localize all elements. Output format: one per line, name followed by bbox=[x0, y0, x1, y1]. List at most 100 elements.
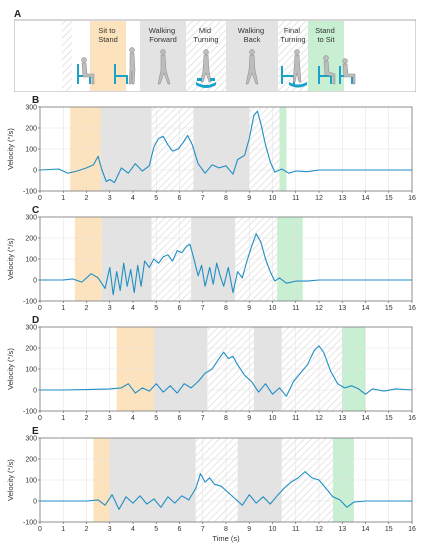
x-tick-label: 5 bbox=[154, 305, 158, 312]
phase-label-line: Walking bbox=[149, 26, 175, 35]
x-tick-label: 14 bbox=[362, 305, 370, 312]
phase-label-line: Back bbox=[244, 35, 261, 44]
x-tick-label: 12 bbox=[315, 415, 323, 422]
turning-person-icon bbox=[200, 49, 212, 83]
y-tick-label: 200 bbox=[25, 126, 37, 133]
x-tick-label: 6 bbox=[178, 415, 182, 422]
phase-label-line: Sit to bbox=[98, 26, 115, 35]
x-tick-label: 13 bbox=[338, 305, 346, 312]
y-tick-label: 200 bbox=[25, 236, 37, 243]
phase-label-stand-to-sit: Stand to Sit bbox=[315, 26, 337, 44]
panel-letter: D bbox=[32, 315, 39, 326]
y-tick-label: 300 bbox=[25, 436, 37, 443]
x-tick-label: 16 bbox=[408, 526, 416, 533]
x-tick-label: 13 bbox=[338, 415, 346, 422]
y-tick-label: 300 bbox=[25, 325, 37, 332]
x-tick-label: 10 bbox=[269, 526, 277, 533]
x-tick-label: 5 bbox=[154, 415, 158, 422]
phase-label-line: to Sit bbox=[317, 35, 335, 44]
x-tick-label: 3 bbox=[108, 526, 112, 533]
x-tick-label: 0 bbox=[38, 415, 42, 422]
phase-band-start-hatch bbox=[62, 21, 72, 91]
phase-label-line: Walking bbox=[238, 26, 264, 35]
phase-band-sit-to-stand bbox=[90, 21, 126, 91]
y-axis-label: Velocity (°/s) bbox=[6, 238, 15, 280]
x-tick-label: 13 bbox=[338, 195, 346, 202]
panel-letter: B bbox=[32, 95, 39, 106]
turning-person-icon bbox=[292, 49, 302, 83]
y-tick-label: 300 bbox=[25, 215, 37, 222]
x-tick-label: 10 bbox=[269, 195, 277, 202]
velocity-line bbox=[39, 110, 412, 184]
x-tick-label: 11 bbox=[292, 526, 299, 533]
phase-label-walking-back: Walking Back bbox=[238, 26, 267, 44]
x-tick-label: 8 bbox=[224, 195, 228, 202]
x-tick-label: 9 bbox=[247, 415, 251, 422]
phase-label-walking-forward: Walking Forward bbox=[149, 26, 178, 44]
phase-label-line: Stand bbox=[315, 26, 335, 35]
velocity-line bbox=[40, 345, 413, 397]
x-tick-label: 15 bbox=[385, 526, 393, 533]
phase-label-mid-turning: Mid Turning bbox=[193, 26, 218, 44]
x-tick-label: 2 bbox=[85, 195, 89, 202]
phase-label-final-turning: Final Turning bbox=[280, 26, 305, 44]
phase-label-line: Turning bbox=[193, 35, 218, 44]
y-tick-label: 200 bbox=[25, 457, 37, 464]
phase-label-line: Final bbox=[284, 26, 301, 35]
x-tick-label: 8 bbox=[224, 415, 228, 422]
x-tick-label: 9 bbox=[247, 195, 251, 202]
walking-person-icon bbox=[157, 49, 171, 85]
x-tick-label: 2 bbox=[85, 526, 89, 533]
y-tick-label: 0 bbox=[33, 168, 37, 175]
x-tick-label: 10 bbox=[269, 415, 277, 422]
chair-icon bbox=[114, 64, 128, 84]
x-tick-label: 0 bbox=[38, 526, 42, 533]
y-tick-label: 100 bbox=[25, 478, 37, 485]
x-tick-label: 3 bbox=[108, 305, 112, 312]
x-tick-label: 15 bbox=[385, 305, 393, 312]
x-tick-label: 11 bbox=[292, 305, 299, 312]
turn-arrow-icon bbox=[289, 82, 307, 88]
phase-label-line: Stand bbox=[98, 35, 118, 44]
y-tick-label: 0 bbox=[33, 499, 37, 506]
x-tick-label: 7 bbox=[201, 305, 205, 312]
panel-letter: C bbox=[32, 205, 39, 216]
x-tick-label: 11 bbox=[292, 195, 299, 202]
y-axis-label: Velocity (°/s) bbox=[6, 459, 15, 501]
y-tick-label: 100 bbox=[25, 257, 37, 264]
panel-letter: E bbox=[32, 426, 39, 437]
x-tick-label: 1 bbox=[61, 195, 65, 202]
x-tick-label: 0 bbox=[38, 305, 42, 312]
y-axis-label: Velocity (°/s) bbox=[6, 348, 15, 390]
seated-person-icon bbox=[81, 57, 95, 85]
y-tick-label: 0 bbox=[33, 388, 37, 395]
y-tick-label: -100 bbox=[23, 409, 37, 416]
x-tick-label: 1 bbox=[61, 415, 65, 422]
x-tick-label: 0 bbox=[38, 195, 42, 202]
x-tick-label: 14 bbox=[362, 415, 370, 422]
phase-label-line: Turning bbox=[280, 35, 305, 44]
seated-person-icon bbox=[342, 58, 356, 85]
x-tick-label: 7 bbox=[201, 195, 205, 202]
turn-arrow-icon bbox=[196, 78, 216, 88]
x-tick-label: 15 bbox=[385, 195, 393, 202]
x-tick-label: 2 bbox=[85, 415, 89, 422]
x-tick-label: 4 bbox=[131, 415, 135, 422]
standing-person-icon bbox=[128, 47, 136, 85]
x-tick-label: 11 bbox=[292, 415, 299, 422]
x-tick-label: 9 bbox=[247, 526, 251, 533]
x-tick-label: 1 bbox=[61, 526, 65, 533]
y-tick-label: 100 bbox=[25, 147, 37, 154]
x-tick-label: 14 bbox=[362, 195, 370, 202]
x-tick-label: 1 bbox=[61, 305, 65, 312]
x-tick-label: 3 bbox=[108, 195, 112, 202]
x-tick-label: 6 bbox=[178, 195, 182, 202]
velocity-line bbox=[40, 233, 412, 296]
x-tick-label: 6 bbox=[178, 305, 182, 312]
x-tick-label: 7 bbox=[201, 415, 205, 422]
x-tick-label: 9 bbox=[247, 305, 251, 312]
x-tick-label: 12 bbox=[315, 526, 323, 533]
